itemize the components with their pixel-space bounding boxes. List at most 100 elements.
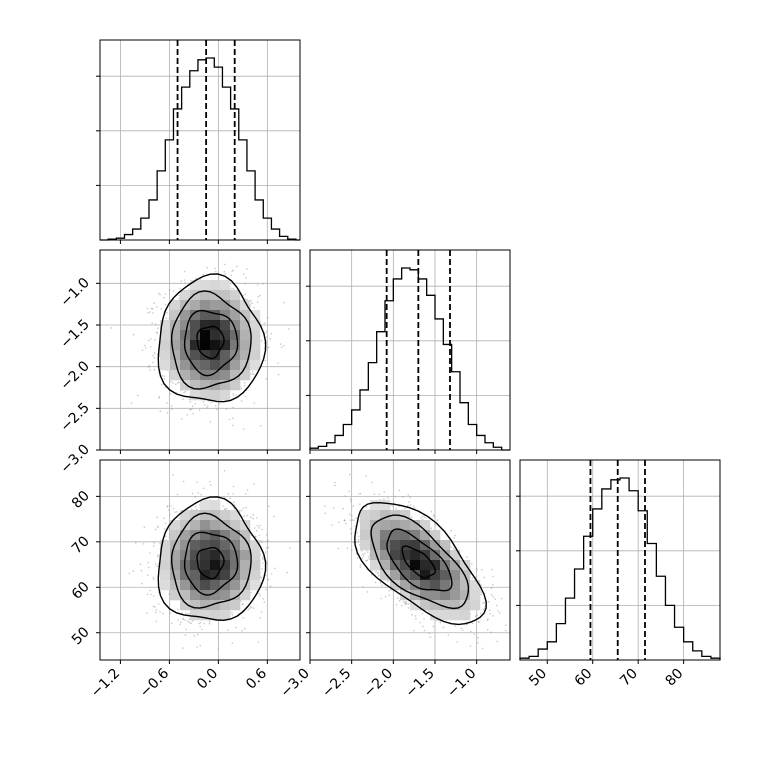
sample-point bbox=[157, 603, 160, 605]
sample-point bbox=[182, 480, 185, 483]
sample-point bbox=[197, 492, 199, 494]
sample-point bbox=[164, 293, 167, 295]
sample-point bbox=[189, 408, 192, 411]
sample-point bbox=[255, 530, 258, 532]
density-cell bbox=[430, 550, 441, 561]
density-cell bbox=[210, 540, 221, 551]
sample-point bbox=[492, 575, 495, 578]
sample-point bbox=[177, 381, 180, 384]
sample-point bbox=[482, 608, 485, 611]
sample-point bbox=[159, 293, 161, 296]
sample-point bbox=[208, 622, 211, 625]
sample-point bbox=[188, 612, 191, 615]
sample-point bbox=[433, 515, 436, 517]
density-cell bbox=[400, 550, 411, 561]
sample-point bbox=[360, 550, 363, 552]
density-cell bbox=[210, 550, 221, 561]
sample-point bbox=[404, 603, 407, 605]
sample-point bbox=[348, 490, 351, 493]
density-cell bbox=[210, 600, 221, 611]
density-cell bbox=[360, 510, 371, 521]
sample-point bbox=[362, 555, 365, 557]
x-tick-label: 0.0 bbox=[194, 666, 221, 693]
density-cell bbox=[420, 590, 431, 601]
density-cell bbox=[440, 610, 451, 621]
density-cell bbox=[200, 580, 211, 591]
sample-point bbox=[395, 508, 398, 510]
histogram-bar bbox=[190, 71, 198, 240]
sample-point bbox=[227, 629, 229, 631]
sample-point bbox=[242, 507, 244, 510]
histogram-bar bbox=[693, 651, 702, 660]
sample-point bbox=[378, 493, 381, 496]
x-tick-label: 50 bbox=[526, 666, 550, 690]
sample-point bbox=[202, 273, 205, 276]
y-tick-label: −2.5 bbox=[57, 400, 92, 435]
sample-point bbox=[350, 515, 353, 517]
sample-point bbox=[155, 609, 158, 611]
sample-point bbox=[429, 636, 432, 638]
histogram-bar bbox=[520, 658, 529, 660]
histogram-bar bbox=[538, 649, 547, 660]
density-cell bbox=[190, 340, 201, 351]
sample-point bbox=[379, 581, 382, 584]
scatter-area bbox=[128, 469, 291, 650]
density-cell bbox=[430, 580, 441, 591]
density-cell bbox=[430, 600, 441, 611]
sample-point bbox=[456, 641, 459, 643]
density-cell bbox=[410, 570, 421, 581]
sample-point bbox=[404, 507, 406, 510]
density-cell bbox=[220, 530, 231, 541]
sample-point bbox=[362, 586, 364, 588]
density-cell bbox=[200, 510, 211, 521]
density-cell bbox=[190, 280, 201, 291]
sample-point bbox=[153, 302, 155, 304]
x-tick-label: −3.0 bbox=[277, 666, 312, 701]
density-cell bbox=[250, 540, 261, 551]
sample-point bbox=[231, 614, 234, 616]
sample-point bbox=[234, 626, 237, 629]
density-cell bbox=[170, 310, 181, 321]
sample-point bbox=[152, 354, 154, 357]
sample-point bbox=[248, 607, 251, 610]
sample-point bbox=[203, 487, 205, 490]
density-cell bbox=[240, 320, 251, 331]
sample-point bbox=[134, 542, 137, 544]
sample-point bbox=[411, 613, 413, 616]
sample-point bbox=[265, 540, 268, 543]
sample-point bbox=[152, 361, 154, 364]
sample-point bbox=[156, 525, 159, 527]
sample-point bbox=[184, 390, 187, 393]
density-cell bbox=[170, 360, 181, 371]
density-cell bbox=[370, 530, 381, 541]
sample-point bbox=[183, 279, 186, 281]
density-cell bbox=[180, 350, 191, 361]
sample-point bbox=[373, 493, 376, 495]
density-cell bbox=[190, 520, 201, 531]
sample-point bbox=[359, 492, 362, 495]
histogram-bar bbox=[368, 363, 376, 450]
sample-point bbox=[352, 505, 355, 507]
density-cell bbox=[190, 320, 201, 331]
density-cell bbox=[230, 590, 241, 601]
sample-point bbox=[166, 412, 169, 414]
histogram-bar bbox=[556, 624, 565, 660]
sample-point bbox=[261, 541, 264, 544]
sample-point bbox=[366, 591, 369, 593]
histogram-step bbox=[309, 267, 510, 451]
x-tick-label: 60 bbox=[572, 666, 596, 690]
sample-point bbox=[349, 498, 352, 500]
density-cell bbox=[210, 610, 221, 621]
sample-point bbox=[242, 603, 244, 605]
density-cell bbox=[230, 320, 241, 331]
sample-point bbox=[233, 504, 236, 506]
sample-point bbox=[259, 524, 261, 527]
density-cell bbox=[220, 540, 231, 551]
sample-point bbox=[232, 417, 234, 420]
density-cell bbox=[170, 570, 181, 581]
sample-point bbox=[166, 312, 168, 314]
histogram-bar bbox=[593, 509, 602, 660]
sample-point bbox=[261, 556, 264, 559]
sample-point bbox=[268, 505, 270, 508]
